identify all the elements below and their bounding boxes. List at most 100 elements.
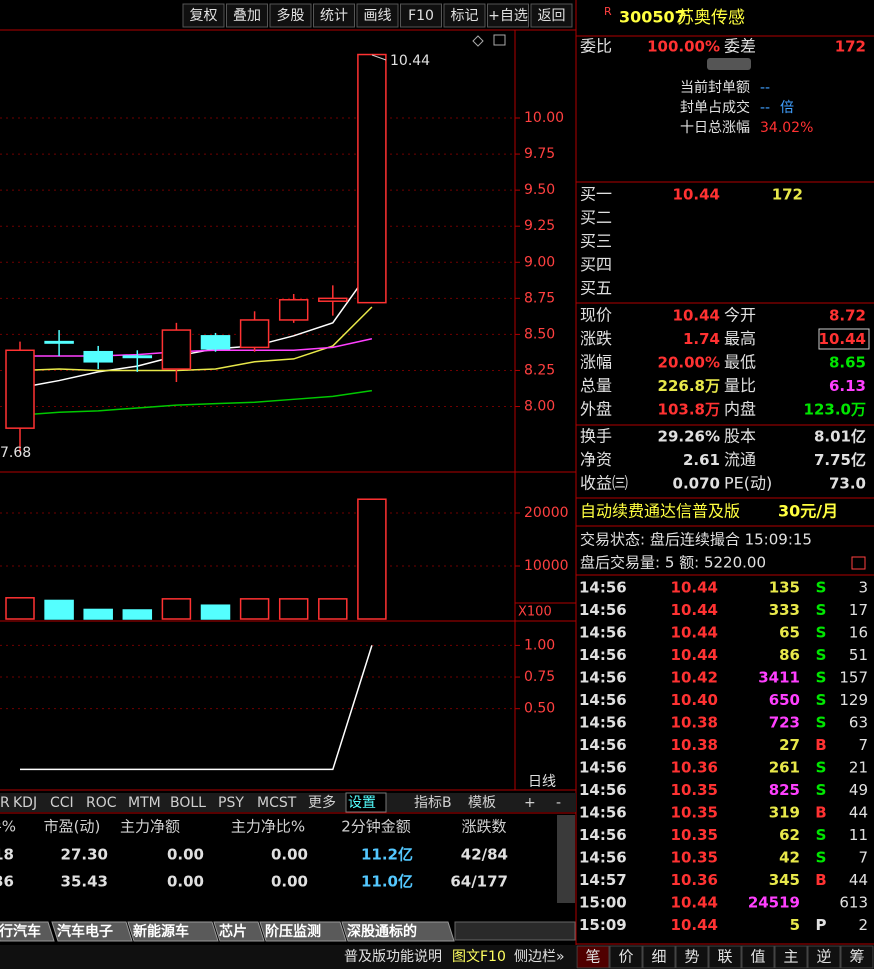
sector-tab-label[interactable]: 汽车电子	[57, 923, 113, 940]
toolbar-label[interactable]: 标记	[451, 8, 479, 24]
tick-time: 14:56	[579, 579, 627, 597]
tick-time: 14:56	[579, 714, 627, 732]
toolbar-label[interactable]: +自选	[488, 8, 528, 24]
indicator-tool[interactable]: 模板	[468, 795, 496, 811]
icon	[472, 35, 484, 47]
side-tab-label[interactable]: 笔	[585, 948, 600, 966]
toolbar-label[interactable]: 画线	[364, 8, 392, 24]
table-cell: 35.43	[61, 873, 108, 891]
indicator-tab[interactable]: KDJ	[13, 795, 37, 811]
tick-time: 15:09	[579, 916, 627, 934]
toolbar-button[interactable]	[356, 3, 399, 28]
toolbar-label[interactable]: F10	[408, 8, 434, 24]
tick-volume: 333	[769, 601, 800, 619]
side-tab-label[interactable]: 主	[783, 948, 798, 966]
indicator-tool[interactable]: -	[556, 795, 561, 811]
side-tab-label[interactable]: 值	[750, 948, 765, 966]
tick-volume: 24519	[748, 894, 800, 912]
tick-side: B	[815, 871, 826, 889]
footer-item[interactable]: 普及版功能说明	[344, 949, 442, 965]
toolbar-label[interactable]: 统计	[320, 8, 348, 24]
side-tab[interactable]	[774, 945, 808, 969]
side-tab-label[interactable]: 筹	[849, 948, 864, 966]
indicator-tab[interactable]: MCST	[257, 795, 297, 811]
toolbar-label[interactable]: 叠加	[233, 8, 261, 24]
indicator-tool[interactable]: 指标B	[414, 795, 452, 811]
sector-tab[interactable]	[259, 921, 347, 942]
side-tab-label[interactable]: 势	[684, 948, 699, 966]
toggle[interactable]	[707, 58, 751, 70]
toolbar-button[interactable]	[530, 3, 573, 28]
sector-tab-label[interactable]: 芯片	[219, 923, 247, 940]
side-tab[interactable]	[609, 945, 643, 969]
side-tab-label[interactable]: 联	[717, 948, 732, 966]
indicator-tab[interactable]: 更多	[308, 794, 336, 811]
side-tab[interactable]	[708, 945, 742, 969]
volume-bar	[161, 598, 192, 620]
toolbar-button[interactable]	[313, 3, 355, 28]
side-tab[interactable]	[642, 945, 676, 969]
toolbar-button[interactable]	[226, 3, 268, 28]
footer-item[interactable]: 图文F10	[452, 949, 506, 965]
y-tick-label: 9.25	[524, 218, 555, 234]
sector-tab[interactable]	[213, 921, 265, 942]
sector-tab-label[interactable]: 行汽车	[0, 923, 41, 940]
annotation-arrow	[371, 54, 387, 61]
toolbar-button[interactable]	[400, 3, 442, 28]
sector-tab[interactable]	[0, 921, 55, 942]
tick-time: 14:56	[579, 669, 627, 687]
toolbar-button[interactable]	[443, 3, 486, 28]
toolbar-label[interactable]: 复权	[190, 7, 218, 24]
indicator-tab[interactable]: PSY	[218, 795, 244, 811]
y-tick-label: 9.00	[524, 254, 555, 270]
indicator-tab[interactable]: 设置	[348, 795, 376, 811]
quote-value: 10.44	[819, 330, 866, 348]
table-header: 主力净额	[120, 818, 180, 836]
tick-side: B	[815, 736, 826, 754]
indicator-tab[interactable]: BOLL	[170, 795, 206, 811]
tick-count: 17	[849, 601, 868, 619]
quote-value: 123.0万	[804, 401, 866, 419]
diff-value: 172	[835, 38, 866, 56]
tick-side: S	[816, 781, 827, 799]
side-tab[interactable]	[840, 945, 874, 969]
y-tick-label: 8.75	[524, 290, 555, 306]
promo-text[interactable]: 自动续费通达信普及版	[580, 502, 740, 521]
quote-label: 现价	[580, 306, 612, 325]
tick-time: 14:56	[579, 646, 627, 664]
side-tab[interactable]	[576, 945, 610, 969]
tick-volume: 65	[779, 624, 800, 642]
indicator-tool[interactable]: +	[524, 795, 536, 811]
sector-tab[interactable]	[341, 921, 455, 942]
sector-tab-label[interactable]: 深股通标的	[347, 923, 417, 940]
side-tab[interactable]	[675, 945, 709, 969]
toolbar-button[interactable]	[487, 3, 529, 28]
side-tab[interactable]	[741, 945, 775, 969]
toolbar-button[interactable]	[182, 3, 225, 28]
indicator-tab[interactable]: ROC	[86, 795, 117, 811]
bid-label: 买五	[580, 279, 612, 298]
side-tab-label[interactable]: 价	[618, 948, 633, 966]
indicator-tab[interactable]: R	[0, 795, 10, 811]
toolbar-button[interactable]	[269, 3, 312, 28]
tick-side: S	[816, 826, 827, 844]
y-tick-label: 20000	[524, 505, 569, 521]
toolbar-label[interactable]: 返回	[538, 8, 566, 24]
volume-bar	[122, 609, 153, 620]
sector-tab-label[interactable]: 阶压监测	[265, 923, 321, 940]
side-tab-label[interactable]: 细	[651, 948, 666, 966]
quote-label: 总量	[580, 376, 612, 395]
stat-label: 换手	[580, 427, 612, 446]
table-cell: 0.00	[271, 873, 308, 891]
side-tab[interactable]	[807, 945, 841, 969]
side-tab-label[interactable]: 逆	[816, 948, 831, 966]
sector-tab[interactable]	[127, 921, 219, 942]
sector-tab-label[interactable]: 新能源车	[133, 923, 189, 940]
footer-item[interactable]: 侧边栏»	[514, 949, 565, 965]
indicator-tab[interactable]: MTM	[128, 795, 161, 811]
sector-tab[interactable]	[51, 921, 133, 942]
quote-value: 8.72	[829, 307, 866, 325]
indicator-tab[interactable]: CCI	[50, 795, 74, 811]
promo-price[interactable]: 30元/月	[778, 502, 838, 521]
toolbar-label[interactable]: 多股	[277, 7, 305, 24]
